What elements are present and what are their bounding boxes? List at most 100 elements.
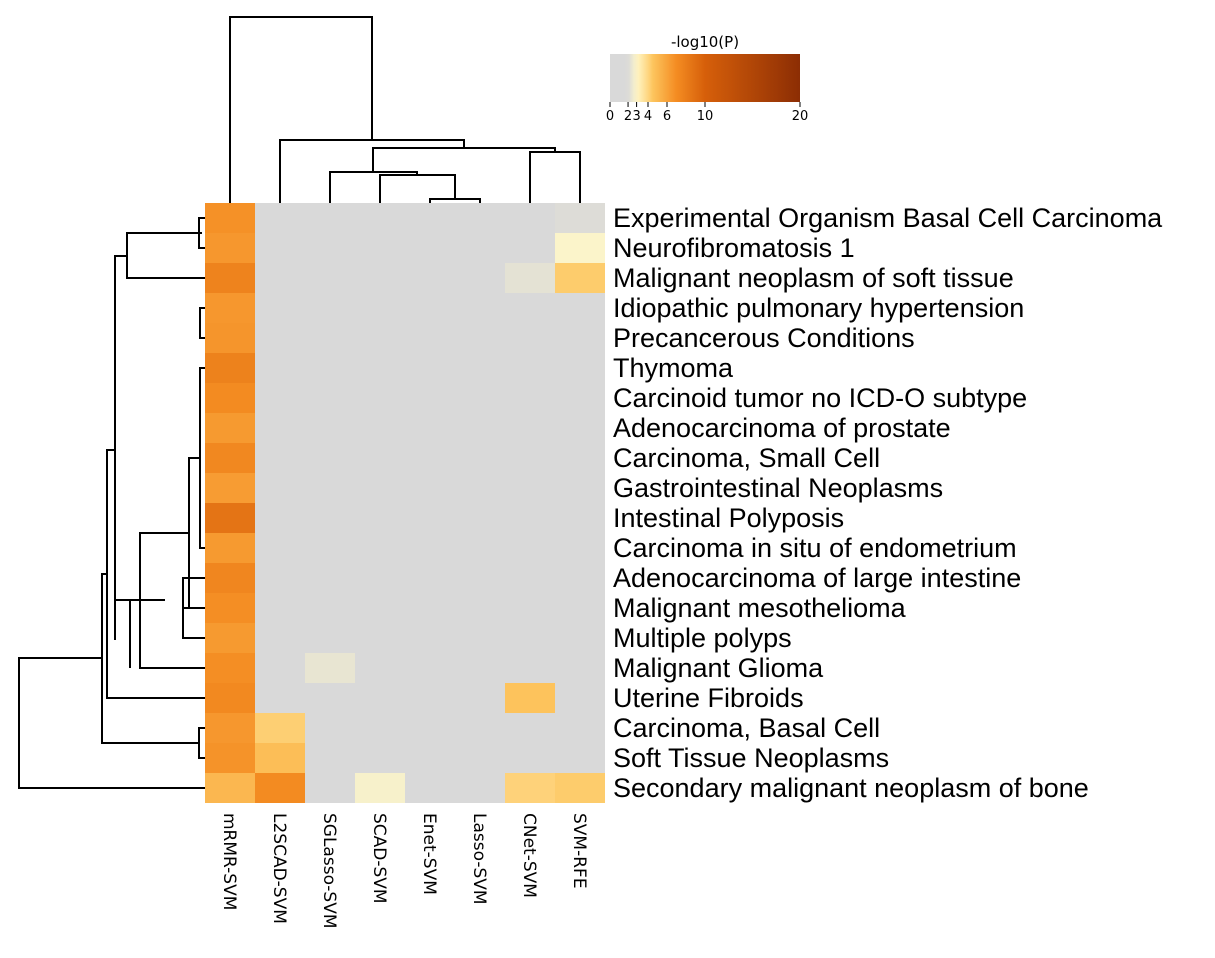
row-label: Malignant mesothelioma	[613, 593, 907, 623]
column-label: mRMR-SVM	[219, 813, 239, 910]
row-labels: Experimental Organism Basal Cell Carcino…	[613, 203, 1163, 803]
heatmap-cell	[205, 443, 255, 473]
heatmap-cell	[555, 263, 605, 293]
heatmap-cell	[305, 683, 355, 713]
heatmap-cell	[355, 683, 405, 713]
heatmap-cell	[355, 503, 405, 533]
row-label: Carcinoma, Small Cell	[613, 443, 880, 473]
heatmap-cell	[355, 293, 405, 323]
colorbar-gradient	[610, 54, 800, 102]
colorbar-tick-label: 6	[663, 109, 671, 124]
heatmap-cell	[305, 743, 355, 773]
heatmap-cell	[305, 443, 355, 473]
heatmap-cell	[555, 383, 605, 413]
heatmap-cell	[455, 233, 505, 263]
heatmap-cell	[205, 743, 255, 773]
heatmap-cell	[405, 293, 455, 323]
heatmap-cell	[555, 683, 605, 713]
dendrogram-branch	[114, 255, 127, 640]
heatmap-cell	[505, 593, 555, 623]
heatmap-cell	[305, 653, 355, 683]
heatmap-cell	[305, 263, 355, 293]
heatmap-cell	[505, 353, 555, 383]
heatmap-cell	[305, 203, 355, 233]
heatmap-cell	[455, 323, 505, 353]
row-label: Malignant neoplasm of soft tissue	[613, 263, 1014, 293]
heatmap-cell	[355, 473, 405, 503]
heatmap-cell	[255, 743, 305, 773]
heatmap-cell	[355, 713, 405, 743]
heatmap-cell	[405, 593, 455, 623]
heatmap-cell	[255, 353, 305, 383]
row-label: Idiopathic pulmonary hypertension	[613, 293, 1024, 323]
heatmap-cell	[255, 503, 305, 533]
row-label: Secondary malignant neoplasm of bone	[613, 773, 1089, 803]
row-label: Carcinoma, Basal Cell	[613, 713, 880, 743]
heatmap-cell	[405, 773, 455, 803]
dendrogram-branch	[106, 449, 205, 699]
heatmap-cell	[405, 683, 455, 713]
row-label: Uterine Fibroids	[613, 683, 804, 713]
heatmap-cell	[555, 743, 605, 773]
heatmap-cell	[455, 293, 505, 323]
heatmap-cell	[355, 323, 405, 353]
heatmap-cell	[505, 713, 555, 743]
colorbar-tick-label: 3	[632, 109, 640, 124]
heatmap-cell	[305, 593, 355, 623]
row-label: Gastrointestinal Neoplasms	[613, 473, 943, 503]
heatmap-cell	[505, 443, 555, 473]
heatmap-cell	[405, 413, 455, 443]
heatmap-grid	[205, 203, 605, 803]
heatmap-cell	[555, 533, 605, 563]
heatmap-cell	[455, 593, 505, 623]
heatmap-cell	[455, 443, 505, 473]
heatmap-cell	[255, 563, 305, 593]
column-label: Lasso-SVM	[469, 813, 489, 905]
heatmap-cell	[505, 293, 555, 323]
heatmap-cell	[255, 263, 305, 293]
heatmap-cell	[405, 713, 455, 743]
heatmap-cell	[555, 353, 605, 383]
heatmap-cell	[455, 563, 505, 593]
heatmap-cell	[455, 623, 505, 653]
heatmap-cell	[205, 533, 255, 563]
heatmap-cell	[305, 293, 355, 323]
heatmap-cell	[555, 443, 605, 473]
heatmap-cell	[305, 713, 355, 743]
dendrogram-branch	[129, 599, 140, 668]
heatmap-cell	[255, 713, 305, 743]
heatmap-cell	[355, 383, 405, 413]
heatmap-cell	[205, 383, 255, 413]
heatmap-cell	[255, 413, 305, 443]
heatmap-cell	[355, 203, 405, 233]
row-label: Experimental Organism Basal Cell Carcino…	[613, 203, 1163, 233]
heatmap-cell	[505, 653, 555, 683]
heatmap-cell	[455, 203, 505, 233]
heatmap-cell	[355, 743, 405, 773]
row-label: Malignant Glioma	[613, 653, 824, 683]
heatmap-cell	[405, 443, 455, 473]
dendrogram-branch	[372, 147, 556, 172]
heatmap-cell	[255, 623, 305, 653]
dendrogram-branch	[126, 232, 205, 279]
colorbar-title: -log10(P)	[671, 33, 739, 51]
heatmap-cell	[405, 533, 455, 563]
colorbar-tick-label: 2	[624, 109, 632, 124]
heatmap-cell	[555, 413, 605, 443]
row-label: Adenocarcinoma of prostate	[613, 413, 951, 443]
heatmap-cell	[405, 203, 455, 233]
heatmap-cell	[505, 473, 555, 503]
colorbar-tick-label: 0	[606, 109, 614, 124]
heatmap-cell	[505, 263, 555, 293]
heatmap-cell	[555, 713, 605, 743]
row-label: Carcinoid tumor no ICD-O subtype	[613, 383, 1027, 413]
heatmap-cell	[205, 473, 255, 503]
colorbar-tick-label: 20	[792, 109, 809, 124]
row-label: Thymoma	[613, 353, 734, 383]
heatmap-cell	[405, 623, 455, 653]
heatmap-cell	[455, 413, 505, 443]
heatmap-cell	[405, 743, 455, 773]
heatmap-cell	[255, 233, 305, 263]
heatmap-cell	[505, 683, 555, 713]
heatmap-cell	[205, 323, 255, 353]
